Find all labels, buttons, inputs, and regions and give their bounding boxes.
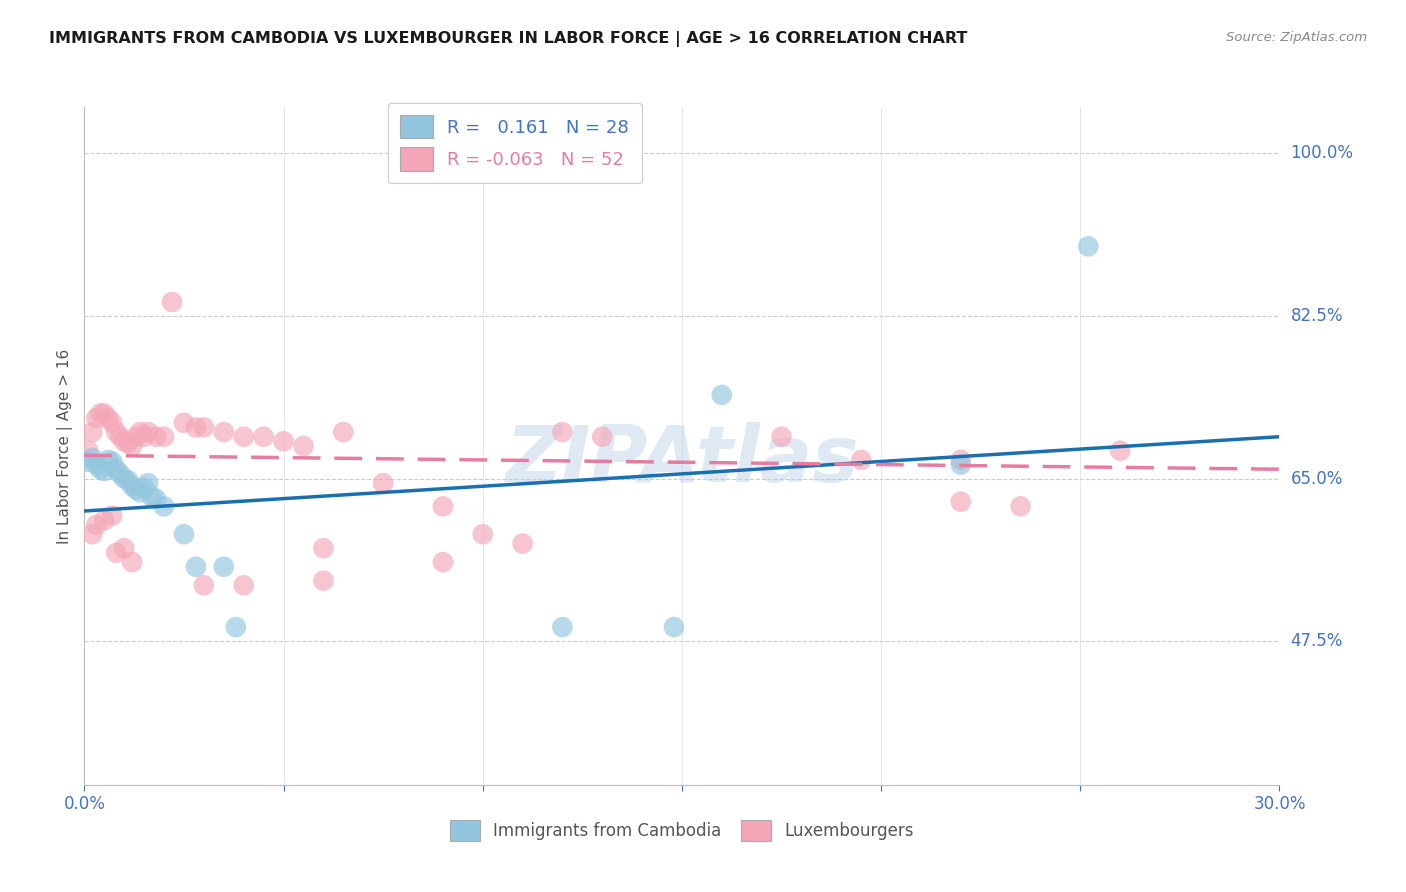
Point [153,500,176,514]
Point [225,620,247,634]
Text: 47.5%: 47.5% [1291,632,1343,650]
Point [1109,443,1132,458]
Point [82,527,104,541]
Point [101,416,124,430]
Point [193,578,215,592]
Point [432,555,454,569]
Point [949,453,972,467]
Point [253,430,276,444]
Point [173,527,195,541]
Point [129,425,152,439]
Point [292,439,315,453]
Point [145,430,167,444]
Point [77,443,100,458]
Point [112,471,135,485]
Point [212,425,235,439]
Point [173,416,195,430]
Point [112,434,135,449]
Point [121,479,143,493]
Point [89,407,111,421]
Point [132,430,156,444]
Point [1010,500,1032,514]
Point [153,430,176,444]
Point [432,500,454,514]
Point [184,420,207,434]
Text: 65.0%: 65.0% [1291,469,1343,488]
Point [193,420,215,434]
Point [312,574,335,588]
Text: 82.5%: 82.5% [1291,307,1343,325]
Text: 100.0%: 100.0% [1291,145,1354,162]
Text: ZIPAtlas: ZIPAtlas [505,422,859,498]
Point [110,430,132,444]
Point [551,620,574,634]
Point [136,425,159,439]
Point [212,559,235,574]
Point [125,483,148,497]
Point [512,536,534,550]
Point [710,388,733,402]
Point [117,436,139,450]
Point [82,425,104,439]
Point [97,411,120,425]
Point [86,517,108,532]
Point [132,481,156,495]
Point [145,491,167,506]
Point [770,430,793,444]
Point [89,462,111,476]
Point [662,620,685,634]
Point [105,546,128,560]
Point [184,559,207,574]
Point [551,425,574,439]
Point [97,453,120,467]
Text: IMMIGRANTS FROM CAMBODIA VS LUXEMBOURGER IN LABOR FORCE | AGE > 16 CORRELATION C: IMMIGRANTS FROM CAMBODIA VS LUXEMBOURGER… [49,31,967,47]
Point [93,407,115,421]
Point [121,439,143,453]
Point [82,451,104,466]
Point [232,578,254,592]
Point [136,476,159,491]
Point [86,411,108,425]
Point [112,541,135,556]
Point [101,508,124,523]
Point [160,295,183,310]
Point [105,425,128,439]
Point [332,425,354,439]
Point [101,455,124,469]
Point [110,467,132,481]
Point [373,476,395,491]
Point [117,474,139,488]
Point [273,434,295,449]
Point [121,555,143,569]
Point [591,430,613,444]
Point [949,458,972,472]
Point [86,458,108,472]
Point [1077,239,1099,253]
Point [105,462,128,476]
Point [125,430,148,444]
Point [77,455,100,469]
Point [129,485,152,500]
Point [232,430,254,444]
Point [471,527,494,541]
Y-axis label: In Labor Force | Age > 16: In Labor Force | Age > 16 [58,349,73,543]
Point [949,494,972,508]
Point [141,490,163,504]
Point [851,453,873,467]
Point [93,464,115,478]
Point [93,513,115,527]
Text: Source: ZipAtlas.com: Source: ZipAtlas.com [1226,31,1367,45]
Legend: Immigrants from Cambodia, Luxembourgers: Immigrants from Cambodia, Luxembourgers [440,810,924,851]
Point [312,541,335,556]
